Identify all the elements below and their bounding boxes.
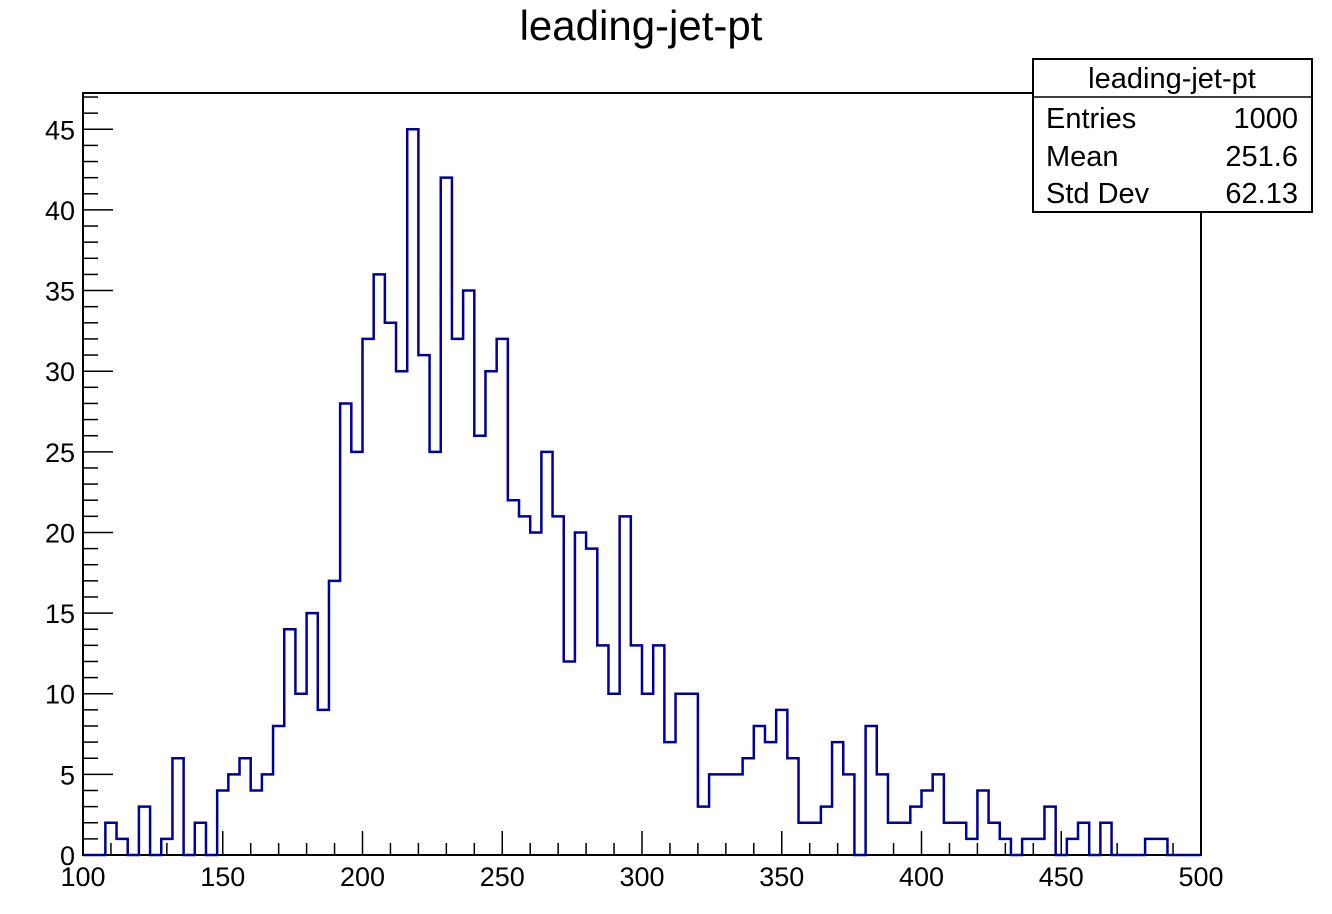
x-tick-label: 450 [1039, 862, 1084, 892]
y-axis-tick-labels: 0 5 10 15 20 25 30 35 40 45 [45, 115, 75, 871]
x-tick-label: 500 [1178, 862, 1223, 892]
y-tick-label: 20 [45, 518, 75, 548]
histogram-series-line [83, 128, 1201, 857]
stats-mean-label: Mean [1046, 141, 1119, 173]
stats-stddev-label: Std Dev [1046, 178, 1150, 210]
x-tick-label: 400 [899, 862, 944, 892]
stats-box-frame [1032, 58, 1313, 213]
stats-stddev-value: 62.13 [1225, 178, 1298, 210]
y-tick-label: 25 [45, 438, 75, 468]
stats-mean-value: 251.6 [1225, 141, 1298, 173]
chart-title: leading-jet-pt [520, 2, 763, 49]
y-tick-label: 40 [45, 196, 75, 226]
y-tick-label: 45 [45, 115, 75, 145]
x-tick-label: 250 [480, 862, 525, 892]
stats-box-title: leading-jet-pt [1088, 63, 1256, 95]
x-tick-label: 350 [759, 862, 804, 892]
y-tick-label: 15 [45, 599, 75, 629]
stats-entries-label: Entries [1046, 103, 1136, 135]
y-tick-label: 35 [45, 277, 75, 307]
stats-entries-value: 1000 [1233, 103, 1298, 135]
x-axis-tick-labels: 100 150 200 250 300 350 400 450 500 [60, 862, 1223, 892]
y-tick-label: 10 [45, 680, 75, 710]
y-tick-label: 5 [60, 760, 75, 790]
x-tick-label: 300 [619, 862, 664, 892]
y-tick-label: 30 [45, 357, 75, 387]
x-tick-label: 150 [200, 862, 245, 892]
x-tick-label: 100 [60, 862, 105, 892]
x-tick-label: 200 [340, 862, 385, 892]
y-axis-ticks [83, 96, 113, 856]
x-axis-ticks [82, 831, 1202, 855]
stats-box: leading-jet-pt Entries 1000 Mean 251.6 S… [1032, 58, 1313, 213]
y-tick-label: 0 [60, 841, 75, 871]
